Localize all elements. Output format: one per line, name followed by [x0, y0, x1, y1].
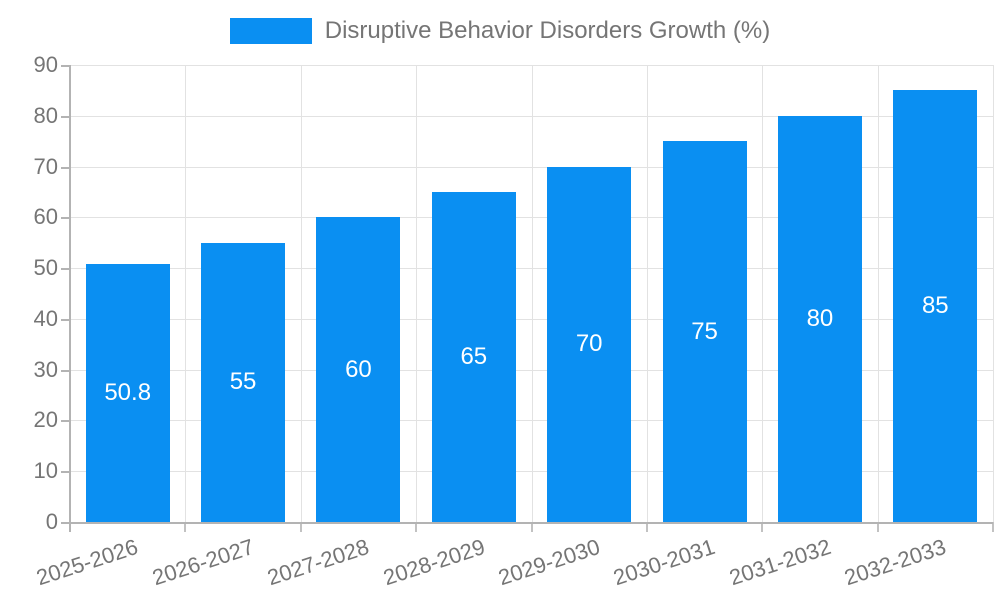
bar-2027-2028[interactable]: 60 [316, 217, 401, 522]
bar-2031-2032[interactable]: 80 [777, 115, 862, 522]
x-axis-tick [992, 522, 994, 532]
x-gridline [531, 65, 533, 522]
x-gridline [416, 65, 418, 522]
y-tick-label: 0 [45, 509, 58, 534]
x-gridline [762, 65, 764, 522]
bar-2026-2027[interactable]: 55 [201, 242, 286, 522]
x-tick-label: 2027-2028 [264, 534, 373, 591]
x-axis-tick [415, 522, 418, 532]
y-tick-label: 20 [33, 407, 58, 433]
bar-value-label: 60 [345, 355, 372, 383]
x-gridline [185, 65, 187, 522]
y-tick-label: 40 [33, 305, 58, 331]
y-tick-label: 30 [33, 356, 58, 382]
bar-value-label: 50.8 [104, 379, 152, 407]
y-axis-tick [61, 420, 70, 423]
x-tick-label: 2032-2033 [841, 534, 950, 591]
chart-legend[interactable]: Disruptive Behavior Disorders Growth (%) [0, 16, 1000, 46]
y-axis-tick [61, 268, 70, 271]
bar-2029-2030[interactable]: 70 [547, 166, 632, 522]
bar-value-label: 65 [460, 342, 488, 370]
bar-value-label: 70 [575, 330, 603, 358]
y-axis-tick [61, 115, 70, 118]
x-gridline [646, 65, 648, 522]
x-axis-tick [184, 522, 187, 532]
y-tick-label: 90 [33, 52, 58, 77]
y-axis-tick [61, 369, 70, 372]
legend-swatch [229, 18, 312, 44]
y-tick-label: 80 [33, 102, 58, 128]
bar-2025-2026[interactable]: 50.8 [85, 264, 170, 522]
x-tick-label: 2030-2031 [610, 534, 719, 591]
bar-2028-2029[interactable]: 65 [431, 191, 516, 522]
y-tick-label: 10 [33, 458, 58, 484]
x-tick-label: 2029-2030 [495, 534, 603, 591]
y-axis-tick [61, 217, 70, 220]
bar-2030-2031[interactable]: 75 [662, 141, 747, 522]
y-axis-tick [61, 65, 70, 67]
y-axis-tick [61, 318, 70, 321]
x-axis-line [61, 522, 993, 524]
y-axis-tick [61, 166, 70, 169]
x-axis-tick [761, 522, 764, 532]
y-axis-line [69, 65, 71, 532]
y-axis-tick [61, 471, 70, 474]
bar-value-label: 55 [229, 368, 257, 396]
x-tick-label: 2031-2032 [725, 534, 834, 591]
x-gridline [877, 65, 879, 522]
x-tick-label: 2025-2026 [33, 534, 142, 591]
x-tick-label: 2026-2027 [148, 534, 257, 591]
bar-value-label: 75 [691, 317, 718, 345]
bar-value-label: 80 [806, 304, 834, 332]
x-axis-tick [876, 522, 879, 532]
x-gridline [993, 65, 994, 522]
bar-2032-2033[interactable]: 85 [893, 90, 978, 522]
legend-label: Disruptive Behavior Disorders Growth (%) [324, 17, 771, 44]
y-tick-label: 60 [33, 204, 58, 230]
bar-value-label: 85 [921, 292, 949, 320]
y-tick-label: 70 [33, 153, 58, 179]
x-axis-tick [530, 522, 533, 532]
x-axis-tick [299, 522, 302, 532]
x-gridline [300, 65, 302, 522]
y-tick-label: 50 [33, 255, 58, 281]
x-axis-tick [645, 522, 648, 532]
x-tick-label: 2028-2029 [379, 534, 488, 591]
